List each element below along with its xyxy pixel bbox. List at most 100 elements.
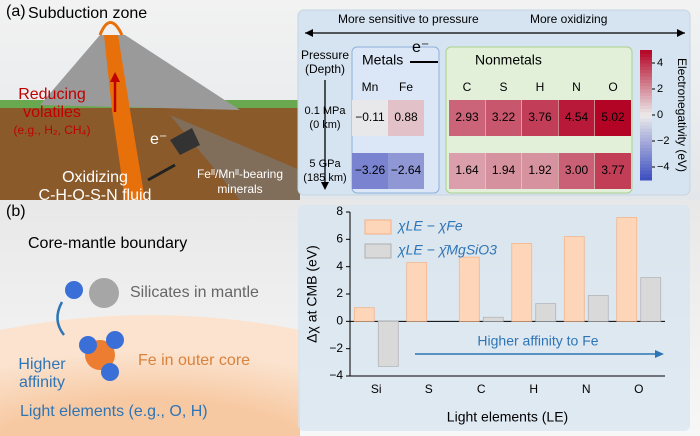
label: Feᴵᴵ/Mnᴵᴵ-bearing xyxy=(197,167,283,181)
colorbar-segment xyxy=(640,131,652,135)
colorbar-segment xyxy=(640,137,652,142)
cell-label: 0.88 xyxy=(394,110,418,124)
y-tick-label: 0 xyxy=(336,314,343,328)
panel-label: (a) xyxy=(6,3,26,20)
x-tick-label: S xyxy=(425,382,433,396)
legend-swatch xyxy=(364,219,392,235)
cell-label: 3.76 xyxy=(528,110,552,124)
bar xyxy=(406,262,428,322)
cell xyxy=(388,100,424,136)
y-tick-label: −2 xyxy=(329,341,343,355)
colorbar-segment xyxy=(640,105,652,109)
colorbar-segment xyxy=(640,66,652,70)
colorbar-segment xyxy=(640,95,652,100)
header: More sensitive to pressure xyxy=(338,12,479,26)
column-label: O xyxy=(608,80,617,94)
colorbar-segment xyxy=(640,85,652,90)
title: Core-mantle boundary xyxy=(28,235,187,252)
volcano xyxy=(40,35,240,110)
colorbar-tick-label: 4 xyxy=(657,57,663,69)
legend-label: χLE − χ̄MgSiO3 xyxy=(396,242,497,258)
electron: e⁻ xyxy=(412,39,429,56)
cell xyxy=(449,153,485,189)
arrow-head xyxy=(110,72,120,82)
colorbar-segment xyxy=(640,154,652,158)
y-tick-label: 4 xyxy=(336,259,343,273)
cell-label: 3.22 xyxy=(492,110,516,124)
silicate xyxy=(89,278,119,308)
colorbar-segment xyxy=(640,59,652,64)
cell-label: 1.92 xyxy=(528,163,552,177)
colorbar-tick-label: 0 xyxy=(657,109,663,121)
colorbar-segment xyxy=(640,144,652,148)
label: volatiles xyxy=(23,104,81,121)
bar xyxy=(587,295,609,322)
cell xyxy=(558,100,595,136)
cell xyxy=(449,100,485,136)
colorbar-tick-label: −2 xyxy=(657,135,670,147)
row-label: 5 GPa xyxy=(309,158,341,170)
bar xyxy=(482,316,504,322)
atom xyxy=(65,281,83,299)
bar xyxy=(511,243,533,322)
slab xyxy=(170,115,300,200)
y-tick-label: 8 xyxy=(336,204,343,218)
row-label: (0 km) xyxy=(309,119,340,131)
cell-label: 4.54 xyxy=(565,110,589,124)
colorbar-segment xyxy=(640,163,652,168)
cell xyxy=(558,153,595,189)
label: Silicates in mantle xyxy=(130,284,259,301)
x-tick-label: H xyxy=(529,382,538,396)
colorbar-segment xyxy=(640,147,652,152)
cell-label: 5.02 xyxy=(601,110,625,124)
row-label: (185 km) xyxy=(303,172,346,184)
cell xyxy=(485,100,522,136)
label: Reducing xyxy=(18,86,86,103)
header: More oxidizing xyxy=(530,12,607,26)
colorbar-segment xyxy=(640,173,652,178)
colorbar-segment xyxy=(640,72,652,77)
label: Light elements (e.g., O, H) xyxy=(20,403,208,420)
cell xyxy=(352,153,388,189)
group-label: Nonmetals xyxy=(475,52,542,68)
panel-label: (b) xyxy=(6,203,26,220)
label: Oxidizing xyxy=(62,169,128,186)
column-label: Mn xyxy=(362,80,379,94)
label: Higher xyxy=(18,356,66,373)
label: C-H-O-S-N fluid xyxy=(39,187,152,204)
cell xyxy=(522,153,558,189)
x-tick-label: C xyxy=(477,382,486,396)
colorbar-segment xyxy=(640,79,652,83)
group-label: Metals xyxy=(362,52,403,68)
bar xyxy=(563,236,585,322)
column-label: H xyxy=(536,80,545,94)
bar xyxy=(616,217,638,322)
colorbar-segment xyxy=(640,115,652,119)
y-tick-label: −4 xyxy=(329,368,343,382)
colorbar-segment xyxy=(640,108,652,113)
row-label: 0.1 MPa xyxy=(305,105,347,117)
bar xyxy=(640,277,662,322)
atom xyxy=(106,331,124,349)
colorbar-segment xyxy=(640,157,652,161)
y-tick-label: 2 xyxy=(336,286,343,300)
colorbar-segment xyxy=(640,150,652,155)
annotation: Higher affinity to Fe xyxy=(477,333,598,349)
bar xyxy=(535,303,557,322)
colorbar-segment xyxy=(640,89,652,93)
cell-label: 1.94 xyxy=(492,163,516,177)
colorbar-segment xyxy=(640,167,652,171)
arrow-head xyxy=(677,29,685,37)
arrow xyxy=(56,301,66,336)
x-tick-label: N xyxy=(582,382,591,396)
annotation-arrow-head xyxy=(655,350,664,358)
colorbar-segment xyxy=(640,176,652,181)
bar xyxy=(377,320,399,367)
column-label: S xyxy=(499,80,507,94)
colorbar-segment xyxy=(640,128,652,132)
label: Fe in outer core xyxy=(138,352,250,369)
colorbar-segment xyxy=(640,160,652,165)
cell xyxy=(388,153,424,189)
label: (e.g., H₂, CH₄) xyxy=(14,123,91,137)
